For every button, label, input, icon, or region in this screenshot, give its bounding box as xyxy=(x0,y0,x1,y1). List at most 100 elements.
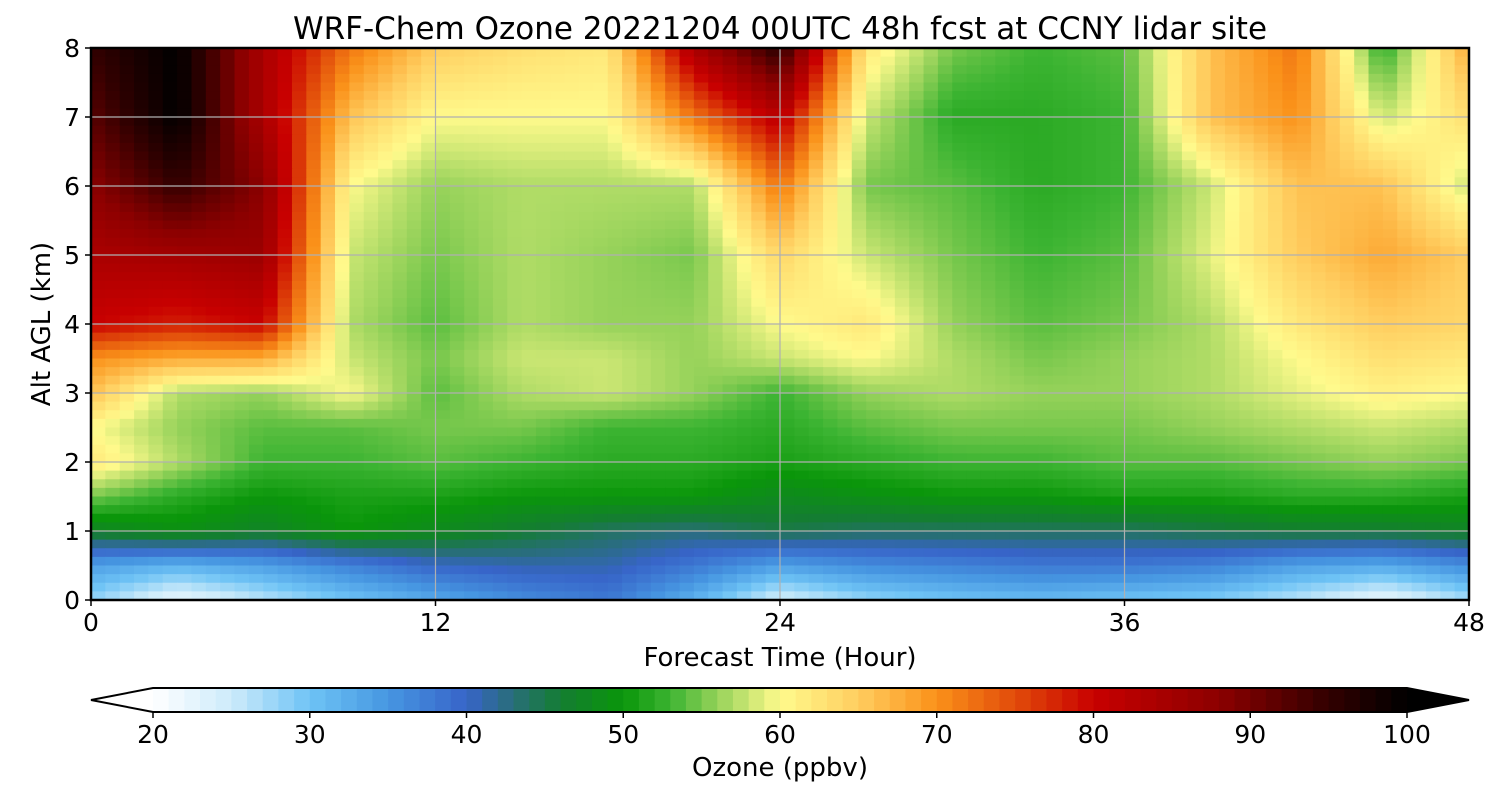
heatmap-cell xyxy=(507,367,523,377)
heatmap-cell xyxy=(507,65,523,75)
heatmap-cell xyxy=(1081,246,1097,256)
heatmap-cell xyxy=(263,65,279,75)
heatmap-cell xyxy=(579,220,594,230)
heatmap-cell xyxy=(148,117,164,127)
heatmap-cell xyxy=(1181,410,1197,420)
heatmap-cell xyxy=(378,384,394,394)
heatmap-cell xyxy=(478,160,494,170)
heatmap-cell xyxy=(1311,263,1327,273)
heatmap-cell xyxy=(248,332,264,342)
heatmap-cell xyxy=(564,203,580,213)
heatmap-cell xyxy=(966,263,982,273)
heatmap-cell xyxy=(894,48,910,58)
heatmap-cell xyxy=(105,427,121,437)
heatmap-cell xyxy=(406,177,422,187)
heatmap-cell xyxy=(736,229,752,239)
heatmap-cell xyxy=(1425,306,1441,316)
heatmap-cell xyxy=(1282,229,1298,239)
heatmap-cell xyxy=(693,65,709,75)
heatmap-cell xyxy=(478,99,494,109)
heatmap-cell xyxy=(1440,99,1456,109)
heatmap-cell xyxy=(1052,177,1068,187)
heatmap-cell xyxy=(794,177,810,187)
heatmap-cell xyxy=(1325,349,1341,360)
heatmap-cell xyxy=(636,203,652,213)
heatmap-cell xyxy=(234,168,250,178)
heatmap-cell xyxy=(205,168,221,178)
heatmap-cell xyxy=(1354,91,1370,101)
heatmap-cell xyxy=(1124,384,1140,394)
heatmap-cell xyxy=(1167,142,1183,153)
heatmap-cell xyxy=(148,220,164,230)
heatmap-cell xyxy=(1368,427,1384,437)
heatmap-cell xyxy=(1110,203,1126,213)
heatmap-cell xyxy=(1181,298,1197,308)
heatmap-cell xyxy=(808,384,824,394)
heatmap-cell xyxy=(435,375,451,385)
heatmap-cell xyxy=(1038,91,1054,101)
heatmap-cell xyxy=(535,82,551,92)
heatmap-cell xyxy=(1024,82,1039,92)
heatmap-cell xyxy=(708,48,724,58)
heatmap-cell xyxy=(435,367,451,377)
heatmap-cell xyxy=(320,479,336,489)
heatmap-cell xyxy=(650,142,666,153)
heatmap-cell xyxy=(1124,65,1140,75)
heatmap-cell xyxy=(220,151,236,161)
heatmap-cell xyxy=(1253,151,1269,161)
heatmap-cell xyxy=(320,444,336,454)
heatmap-cell xyxy=(1397,289,1413,299)
heatmap-cell xyxy=(665,99,681,109)
heatmap-cell xyxy=(622,237,638,247)
heatmap-cell xyxy=(1268,436,1283,446)
heatmap-cell xyxy=(650,367,666,377)
heatmap-cell xyxy=(234,427,250,437)
heatmap-cell xyxy=(980,186,996,196)
heatmap-cell xyxy=(535,99,551,109)
heatmap-cell xyxy=(593,341,609,351)
heatmap-cell xyxy=(349,479,365,489)
heatmap-cell xyxy=(1081,203,1097,213)
heatmap-cell xyxy=(1210,289,1226,299)
heatmap-cell xyxy=(392,65,408,75)
heatmap-cell xyxy=(1397,246,1413,256)
heatmap-cell xyxy=(808,211,824,222)
heatmap-cell xyxy=(1368,272,1384,282)
heatmap-cell xyxy=(622,73,638,84)
heatmap-cell xyxy=(1095,410,1111,420)
heatmap-cell xyxy=(593,168,609,178)
heatmap-cell xyxy=(909,436,925,446)
heatmap-cell xyxy=(1239,487,1255,498)
heatmap-cell xyxy=(851,358,867,368)
heatmap-cell xyxy=(349,125,365,135)
heatmap-cell xyxy=(205,453,221,463)
heatmap-cell xyxy=(335,177,350,187)
heatmap-cell xyxy=(263,349,279,360)
heatmap-cell xyxy=(507,108,523,118)
heatmap-cell xyxy=(995,73,1011,84)
heatmap-cell xyxy=(220,358,236,368)
heatmap-cell xyxy=(1110,410,1126,420)
heatmap-cell xyxy=(1282,401,1298,411)
heatmap-cell xyxy=(1282,367,1298,377)
heatmap-cell xyxy=(306,194,322,204)
heatmap-cell xyxy=(966,436,982,446)
heatmap-cell xyxy=(1454,263,1470,273)
heatmap-cell xyxy=(1024,298,1039,308)
heatmap-cell xyxy=(1110,73,1126,84)
heatmap-cell xyxy=(851,177,867,187)
heatmap-cell xyxy=(1210,427,1226,437)
heatmap-cell xyxy=(335,65,350,75)
heatmap-cell xyxy=(1239,393,1255,403)
heatmap-cell xyxy=(1253,91,1269,101)
heatmap-cell xyxy=(1067,246,1083,256)
heatmap-cell xyxy=(105,315,121,325)
heatmap-cell xyxy=(1354,255,1370,265)
heatmap-cell xyxy=(1009,134,1025,144)
heatmap-cell xyxy=(1153,375,1169,385)
heatmap-cell xyxy=(248,160,264,170)
heatmap-cell xyxy=(1153,65,1169,75)
heatmap-cell xyxy=(435,48,451,58)
heatmap-cell xyxy=(177,341,193,351)
heatmap-cell xyxy=(1181,479,1197,489)
